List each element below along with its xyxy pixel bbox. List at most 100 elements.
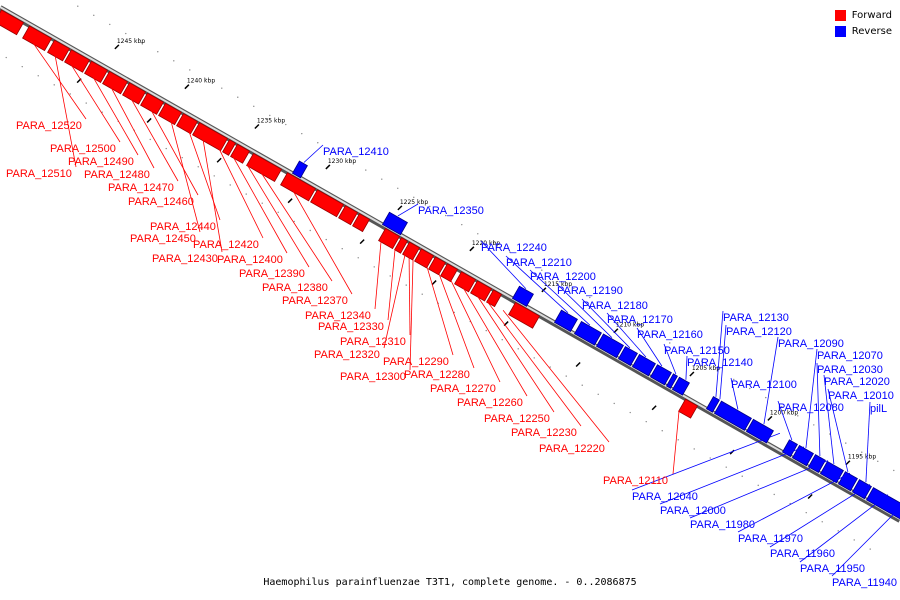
forward-gene-label[interactable]: PARA_12220 [539,443,605,455]
forward-gene-label[interactable]: PARA_12490 [68,156,134,168]
gene-fwd-17[interactable] [352,213,371,233]
gene-fwd-14[interactable] [280,172,317,202]
gene-fwd-21[interactable] [414,248,435,269]
gene-rev-2[interactable] [511,285,534,307]
gene-fwd-19[interactable] [394,237,409,254]
gene-rev-20[interactable] [865,487,900,520]
reverse-gene-label[interactable]: PARA_12120 [726,326,792,338]
forward-gene-label[interactable]: PARA_12250 [484,413,550,425]
reverse-gene-label[interactable]: PARA_12160 [637,329,703,341]
reverse-gene-label[interactable]: PARA_12210 [506,257,572,269]
forward-gene-label[interactable]: PARA_12320 [314,349,380,361]
gene-fwd-4[interactable] [84,60,109,84]
gene-fwd-7[interactable] [140,92,165,115]
gene-rev-10[interactable] [671,376,690,396]
gene-rev-5[interactable] [595,333,624,359]
gene-fwd-25[interactable] [470,280,493,302]
forward-gene-label[interactable]: PARA_12300 [340,371,406,383]
gene-rev-3[interactable] [553,309,578,332]
forward-gene-label[interactable]: PARA_12390 [239,268,305,280]
gene-fwd-10[interactable] [192,122,229,152]
reverse-gene-label[interactable]: PARA_12140 [687,357,753,369]
reverse-gene-label[interactable]: PARA_12080 [778,402,844,414]
reverse-gene-label[interactable]: PARA_12030 [817,364,883,376]
gene-rev-6[interactable] [617,345,638,367]
gene-fwd-8[interactable] [158,102,183,126]
gene-rev-14[interactable] [781,439,798,458]
gene-rev-15[interactable] [791,444,814,467]
forward-gene-label[interactable]: PARA_12520 [16,120,82,132]
gene-fwd-27[interactable] [508,301,541,329]
forward-gene-label[interactable]: PARA_12400 [217,254,283,266]
reverse-gene-label[interactable]: PARA_11950 [800,563,865,575]
gene-fwd-12[interactable] [230,143,251,164]
gene-fwd-28[interactable] [678,398,699,419]
reverse-gene-label[interactable]: PARA_12130 [723,312,789,324]
gene-rev-16[interactable] [807,454,826,474]
gene-rev-9[interactable] [665,373,678,389]
reverse-gene-label[interactable]: PARA_12240 [481,242,547,254]
gene-fwd-1[interactable] [22,25,53,52]
reverse-gene-label[interactable]: PARA_12150 [664,345,730,357]
gene-rev-1[interactable] [381,211,408,236]
reverse-gene-label[interactable]: PARA_11980 [690,519,755,531]
gene-rev-0[interactable] [291,160,308,179]
forward-gene-label[interactable]: PARA_12270 [430,383,496,395]
forward-gene-label[interactable]: PARA_12280 [404,369,470,381]
gene-rev-11[interactable] [705,396,720,413]
reverse-gene-label[interactable]: PARA_12010 [828,390,894,402]
forward-gene-label[interactable]: PARA_12370 [282,295,348,307]
gene-fwd-20[interactable] [402,241,421,261]
gene-rev-7[interactable] [631,353,656,377]
reverse-gene-label[interactable]: PARA_12200 [530,271,596,283]
gene-fwd-15[interactable] [310,189,345,218]
gene-rev-17[interactable] [819,460,844,484]
gene-rev-4[interactable] [573,320,602,346]
reverse-gene-label[interactable]: PARA_12410 [323,146,389,158]
reverse-gene-label[interactable]: PARA_12020 [824,376,890,388]
gene-fwd-16[interactable] [338,205,359,226]
reverse-gene-label[interactable]: PARA_12040 [632,491,698,503]
gene-fwd-3[interactable] [64,49,91,73]
forward-gene-label[interactable]: PARA_12430 [152,253,218,265]
gene-fwd-18[interactable] [378,227,401,250]
forward-gene-label[interactable]: PARA_12470 [108,182,174,194]
forward-gene-label[interactable]: PARA_12340 [305,310,371,322]
reverse-gene-label[interactable]: PARA_12170 [607,314,673,326]
gene-fwd-2[interactable] [47,39,71,62]
forward-gene-label[interactable]: PARA_12420 [193,239,259,251]
reverse-gene-label[interactable]: PARA_12180 [582,300,648,312]
forward-gene-label[interactable]: PARA_12380 [262,282,328,294]
reverse-gene-label[interactable]: pilL [870,403,887,415]
gene-fwd-11[interactable] [222,139,237,156]
reverse-gene-label[interactable]: PARA_11960 [770,548,835,560]
forward-gene-label[interactable]: PARA_12500 [50,143,116,155]
gene-fwd-9[interactable] [176,112,199,135]
gene-fwd-23[interactable] [440,263,459,283]
reverse-gene-label[interactable]: PARA_11970 [738,533,803,545]
reverse-gene-label[interactable]: PARA_12000 [660,505,726,517]
gene-fwd-22[interactable] [428,256,447,276]
reverse-gene-label[interactable]: PARA_12350 [418,205,484,217]
forward-gene-label[interactable]: PARA_12290 [383,356,449,368]
forward-gene-label[interactable]: PARA_12310 [340,336,406,348]
gene-fwd-5[interactable] [102,70,129,95]
forward-gene-label[interactable]: PARA_12510 [6,168,72,180]
forward-gene-label[interactable]: PARA_12460 [128,196,194,208]
forward-gene-label[interactable]: PARA_12230 [511,427,577,439]
gene-rev-12[interactable] [713,400,752,431]
gene-fwd-6[interactable] [122,82,147,105]
gene-fwd-0[interactable] [0,9,25,36]
reverse-gene-label[interactable]: PARA_12100 [731,379,797,391]
reverse-gene-label[interactable]: PARA_11940 [832,577,897,589]
forward-gene-label[interactable]: PARA_12480 [84,169,150,181]
gene-fwd-24[interactable] [454,271,477,293]
gene-rev-13[interactable] [745,418,774,444]
gene-rev-8[interactable] [649,364,672,386]
reverse-gene-label[interactable]: PARA_12090 [778,338,844,350]
forward-gene-label[interactable]: PARA_12260 [457,397,523,409]
forward-gene-label[interactable]: PARA_12110 [603,475,668,487]
forward-gene-label[interactable]: PARA_12450 [130,233,196,245]
forward-gene-label[interactable]: PARA_12440 [150,221,216,233]
gene-fwd-26[interactable] [486,289,503,308]
